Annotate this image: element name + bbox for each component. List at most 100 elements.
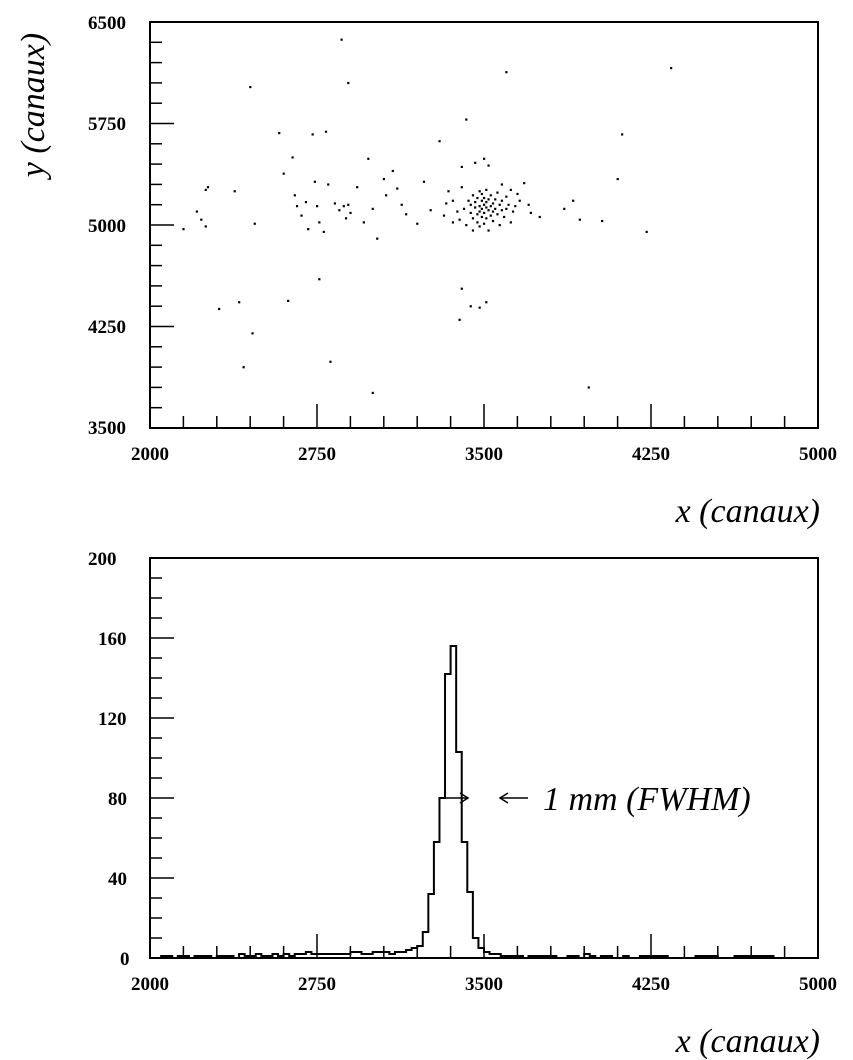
scatter-point	[572, 199, 575, 202]
scatter-point	[400, 203, 403, 206]
scatter-point	[469, 305, 472, 308]
scatter-point	[371, 391, 374, 395]
scatter-point	[451, 221, 455, 224]
hist-y-tick-label-80: 80	[108, 789, 127, 810]
scatter-point	[478, 306, 481, 309]
scatter-point	[465, 118, 468, 121]
histogram-ticks	[149, 557, 819, 959]
scatter-point	[287, 299, 290, 302]
y-tick-label-4250: 4250	[88, 317, 126, 338]
x-tick-label-2000: 2000	[131, 444, 169, 465]
scatter-point	[491, 219, 495, 223]
y-axis-title: y (canaux)	[15, 33, 52, 180]
scatter-point	[462, 207, 466, 210]
scatter-point	[483, 196, 486, 200]
scatter-point	[587, 386, 590, 389]
scatter-point	[518, 199, 521, 202]
scatter-point	[494, 198, 497, 201]
scatter-point	[478, 190, 481, 193]
scatter-point	[474, 161, 477, 164]
hist-y-tick-label-200: 200	[88, 549, 117, 570]
hist-y-tick-label-160: 160	[98, 629, 127, 650]
scatter-point	[527, 203, 530, 206]
scatter-point	[480, 199, 483, 202]
scatter-point	[480, 215, 483, 219]
scatter-point	[385, 194, 388, 197]
scatter-point	[391, 169, 394, 173]
scatter-point	[500, 199, 504, 202]
scatter-point	[238, 301, 241, 304]
x-tick-label-4250: 4250	[632, 444, 670, 465]
scatter-point	[563, 207, 566, 210]
scatter-point	[422, 180, 426, 183]
hist-x-axis-title: x (canaux)	[675, 1023, 820, 1060]
scatter-point	[507, 203, 510, 206]
scatter-point	[645, 230, 648, 233]
scatter-point	[489, 214, 492, 217]
scatter-point	[485, 217, 488, 220]
hist-x-tick-label-5000: 5000	[799, 974, 837, 995]
scatter-point	[480, 207, 483, 210]
scatter-point	[293, 194, 296, 197]
scatter-point	[487, 164, 490, 167]
fwhm-annotation: 1 mm (FWHM)	[543, 781, 751, 818]
hist-x-tick-label-3500: 3500	[465, 974, 503, 995]
scatter-point	[460, 165, 463, 169]
scatter-point	[496, 191, 499, 194]
scatter-point	[491, 210, 495, 213]
scatter-point	[494, 207, 497, 210]
scatter-point	[438, 140, 441, 143]
scatter-point	[516, 192, 519, 196]
scatter-point	[416, 222, 419, 225]
scatter-point	[456, 210, 459, 213]
scatter-point	[471, 217, 475, 220]
hist-x-tick-label-2750: 2750	[298, 974, 336, 995]
scatter-point	[471, 229, 475, 232]
scatter-point	[509, 221, 512, 224]
scatter-point	[491, 202, 495, 205]
scatter-point	[474, 200, 477, 204]
scatter-point	[616, 177, 619, 181]
histogram-frame	[149, 557, 819, 959]
scatter-point	[487, 209, 490, 212]
scatter-point	[601, 219, 604, 223]
scatter-point	[195, 210, 198, 213]
scatter-point	[338, 209, 341, 212]
hist-y-tick-label-0: 0	[120, 949, 130, 970]
scatter-point	[182, 228, 185, 231]
scatter-point	[356, 186, 359, 189]
scatter-point	[458, 218, 461, 221]
scatter-point	[489, 194, 492, 197]
scatter-point	[282, 172, 285, 175]
hist-y-tick-label-120: 120	[98, 709, 127, 730]
scatter-point	[376, 237, 379, 240]
scatter-point	[342, 205, 345, 208]
scatter-point	[578, 218, 581, 221]
y-tick-label-6500: 6500	[88, 13, 126, 34]
scatter-point	[478, 225, 481, 228]
scatter-point	[469, 203, 472, 206]
scatter-point	[344, 217, 348, 220]
scatter-point	[200, 218, 203, 221]
scatter-point	[505, 207, 508, 210]
scatter-point	[485, 200, 488, 204]
scatter-point	[483, 157, 486, 160]
scatter-point	[242, 366, 245, 369]
scatter-point	[485, 188, 488, 192]
hist-x-tick-label-4250: 4250	[632, 974, 670, 995]
scatter-point	[445, 202, 448, 205]
scatter-point	[489, 205, 492, 208]
fwhm-arrows	[440, 792, 528, 804]
scatter-point	[465, 224, 468, 227]
hist-x-tick-label-2000: 2000	[131, 974, 169, 995]
histogram-series	[150, 645, 818, 959]
scatter-point	[371, 207, 374, 210]
scatter-point	[329, 360, 332, 363]
scatter-point	[204, 225, 207, 228]
scatter-point	[487, 229, 490, 232]
scatter-point	[485, 206, 488, 209]
scatter-point	[429, 209, 432, 212]
scatter-point	[474, 206, 477, 209]
scatter-point	[621, 133, 624, 136]
